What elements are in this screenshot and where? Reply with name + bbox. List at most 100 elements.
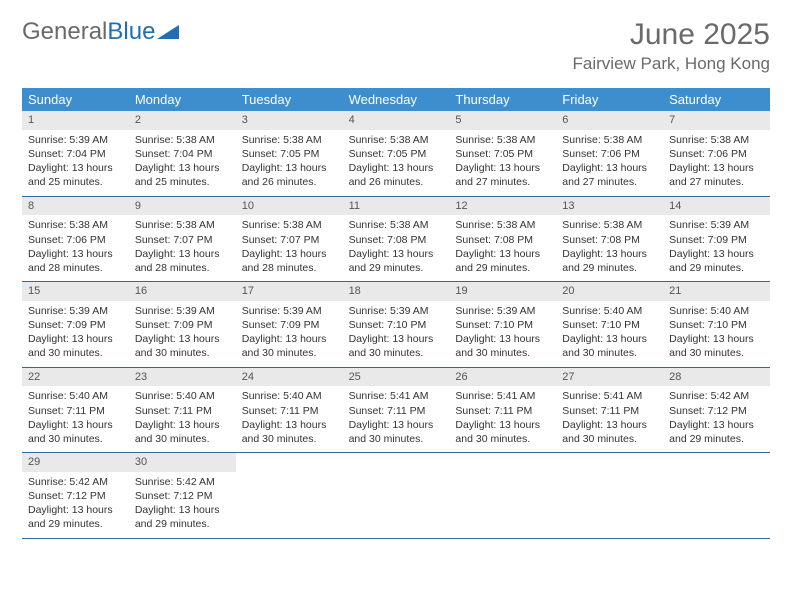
day-number: 23: [129, 368, 236, 387]
sunset-line: Sunset: 7:05 PM: [242, 147, 337, 161]
day-body: Sunrise: 5:38 AMSunset: 7:05 PMDaylight:…: [449, 130, 556, 196]
day-body: Sunrise: 5:42 AMSunset: 7:12 PMDaylight:…: [129, 472, 236, 538]
day-cell: 29Sunrise: 5:42 AMSunset: 7:12 PMDayligh…: [22, 453, 129, 538]
empty-cell: [449, 453, 556, 538]
sunset-line: Sunset: 7:11 PM: [135, 404, 230, 418]
day-body: Sunrise: 5:41 AMSunset: 7:11 PMDaylight:…: [449, 386, 556, 452]
sunset-line: Sunset: 7:10 PM: [669, 318, 764, 332]
sunset-line: Sunset: 7:06 PM: [562, 147, 657, 161]
sunset-line: Sunset: 7:10 PM: [562, 318, 657, 332]
daylight-line: Daylight: 13 hours and 27 minutes.: [455, 161, 550, 189]
sunset-line: Sunset: 7:08 PM: [562, 233, 657, 247]
day-number: 24: [236, 368, 343, 387]
day-number: 10: [236, 197, 343, 216]
title-block: June 2025 Fairview Park, Hong Kong: [573, 18, 770, 74]
day-body: Sunrise: 5:39 AMSunset: 7:09 PMDaylight:…: [22, 301, 129, 367]
day-cell: 14Sunrise: 5:39 AMSunset: 7:09 PMDayligh…: [663, 197, 770, 282]
daylight-line: Daylight: 13 hours and 30 minutes.: [669, 332, 764, 360]
day-body: Sunrise: 5:38 AMSunset: 7:06 PMDaylight:…: [663, 130, 770, 196]
daylight-line: Daylight: 13 hours and 30 minutes.: [455, 332, 550, 360]
day-cell: 27Sunrise: 5:41 AMSunset: 7:11 PMDayligh…: [556, 368, 663, 453]
day-number: 18: [343, 282, 450, 301]
daylight-line: Daylight: 13 hours and 25 minutes.: [135, 161, 230, 189]
sunrise-line: Sunrise: 5:41 AM: [562, 389, 657, 403]
day-cell: 20Sunrise: 5:40 AMSunset: 7:10 PMDayligh…: [556, 282, 663, 367]
day-number: 30: [129, 453, 236, 472]
week-row: 8Sunrise: 5:38 AMSunset: 7:06 PMDaylight…: [22, 197, 770, 283]
sunrise-line: Sunrise: 5:40 AM: [28, 389, 123, 403]
daylight-line: Daylight: 13 hours and 28 minutes.: [242, 247, 337, 275]
daylight-line: Daylight: 13 hours and 29 minutes.: [455, 247, 550, 275]
day-cell: 30Sunrise: 5:42 AMSunset: 7:12 PMDayligh…: [129, 453, 236, 538]
day-body: Sunrise: 5:39 AMSunset: 7:04 PMDaylight:…: [22, 130, 129, 196]
day-body: Sunrise: 5:38 AMSunset: 7:08 PMDaylight:…: [556, 215, 663, 281]
day-number: 1: [22, 111, 129, 130]
day-body: Sunrise: 5:42 AMSunset: 7:12 PMDaylight:…: [22, 472, 129, 538]
day-cell: 10Sunrise: 5:38 AMSunset: 7:07 PMDayligh…: [236, 197, 343, 282]
empty-cell: [343, 453, 450, 538]
sunrise-line: Sunrise: 5:38 AM: [562, 133, 657, 147]
day-of-week-label: Tuesday: [236, 88, 343, 111]
sunset-line: Sunset: 7:09 PM: [242, 318, 337, 332]
day-number: 22: [22, 368, 129, 387]
day-cell: 4Sunrise: 5:38 AMSunset: 7:05 PMDaylight…: [343, 111, 450, 196]
daylight-line: Daylight: 13 hours and 26 minutes.: [242, 161, 337, 189]
week-row: 29Sunrise: 5:42 AMSunset: 7:12 PMDayligh…: [22, 453, 770, 539]
daylight-line: Daylight: 13 hours and 30 minutes.: [349, 332, 444, 360]
day-body: Sunrise: 5:40 AMSunset: 7:10 PMDaylight:…: [663, 301, 770, 367]
sunrise-line: Sunrise: 5:38 AM: [455, 133, 550, 147]
day-body: Sunrise: 5:39 AMSunset: 7:10 PMDaylight:…: [343, 301, 450, 367]
logo-text-general: General: [22, 18, 107, 46]
daylight-line: Daylight: 13 hours and 29 minutes.: [669, 418, 764, 446]
day-body: Sunrise: 5:38 AMSunset: 7:07 PMDaylight:…: [129, 215, 236, 281]
day-number: 2: [129, 111, 236, 130]
logo: GeneralBlue: [22, 18, 179, 46]
sunset-line: Sunset: 7:05 PM: [455, 147, 550, 161]
day-cell: 25Sunrise: 5:41 AMSunset: 7:11 PMDayligh…: [343, 368, 450, 453]
day-body: Sunrise: 5:38 AMSunset: 7:05 PMDaylight:…: [343, 130, 450, 196]
day-cell: 12Sunrise: 5:38 AMSunset: 7:08 PMDayligh…: [449, 197, 556, 282]
daylight-line: Daylight: 13 hours and 30 minutes.: [28, 332, 123, 360]
sunset-line: Sunset: 7:09 PM: [669, 233, 764, 247]
sunset-line: Sunset: 7:10 PM: [455, 318, 550, 332]
sunset-line: Sunset: 7:05 PM: [349, 147, 444, 161]
location: Fairview Park, Hong Kong: [573, 54, 770, 74]
sunset-line: Sunset: 7:08 PM: [455, 233, 550, 247]
sunrise-line: Sunrise: 5:42 AM: [669, 389, 764, 403]
day-cell: 18Sunrise: 5:39 AMSunset: 7:10 PMDayligh…: [343, 282, 450, 367]
sunrise-line: Sunrise: 5:41 AM: [455, 389, 550, 403]
day-body: Sunrise: 5:39 AMSunset: 7:09 PMDaylight:…: [129, 301, 236, 367]
sunset-line: Sunset: 7:08 PM: [349, 233, 444, 247]
day-number: 5: [449, 111, 556, 130]
sunset-line: Sunset: 7:04 PM: [28, 147, 123, 161]
daylight-line: Daylight: 13 hours and 29 minutes.: [349, 247, 444, 275]
sunrise-line: Sunrise: 5:40 AM: [135, 389, 230, 403]
sunset-line: Sunset: 7:07 PM: [135, 233, 230, 247]
daylight-line: Daylight: 13 hours and 30 minutes.: [28, 418, 123, 446]
day-number: 4: [343, 111, 450, 130]
daylight-line: Daylight: 13 hours and 30 minutes.: [562, 332, 657, 360]
daylight-line: Daylight: 13 hours and 30 minutes.: [242, 332, 337, 360]
sunrise-line: Sunrise: 5:38 AM: [669, 133, 764, 147]
sunrise-line: Sunrise: 5:38 AM: [242, 133, 337, 147]
sunrise-line: Sunrise: 5:38 AM: [349, 218, 444, 232]
calendar: SundayMondayTuesdayWednesdayThursdayFrid…: [22, 88, 770, 539]
daylight-line: Daylight: 13 hours and 30 minutes.: [349, 418, 444, 446]
day-number: 26: [449, 368, 556, 387]
empty-cell: [236, 453, 343, 538]
sunrise-line: Sunrise: 5:40 AM: [669, 304, 764, 318]
daylight-line: Daylight: 13 hours and 29 minutes.: [135, 503, 230, 531]
daylight-line: Daylight: 13 hours and 28 minutes.: [135, 247, 230, 275]
sunset-line: Sunset: 7:09 PM: [28, 318, 123, 332]
day-cell: 19Sunrise: 5:39 AMSunset: 7:10 PMDayligh…: [449, 282, 556, 367]
day-cell: 11Sunrise: 5:38 AMSunset: 7:08 PMDayligh…: [343, 197, 450, 282]
daylight-line: Daylight: 13 hours and 30 minutes.: [135, 332, 230, 360]
day-body: Sunrise: 5:39 AMSunset: 7:09 PMDaylight:…: [663, 215, 770, 281]
week-row: 1Sunrise: 5:39 AMSunset: 7:04 PMDaylight…: [22, 111, 770, 197]
daylight-line: Daylight: 13 hours and 30 minutes.: [455, 418, 550, 446]
sunrise-line: Sunrise: 5:39 AM: [28, 133, 123, 147]
daylight-line: Daylight: 13 hours and 29 minutes.: [562, 247, 657, 275]
day-number: 14: [663, 197, 770, 216]
sunrise-line: Sunrise: 5:42 AM: [135, 475, 230, 489]
month-title: June 2025: [573, 18, 770, 52]
